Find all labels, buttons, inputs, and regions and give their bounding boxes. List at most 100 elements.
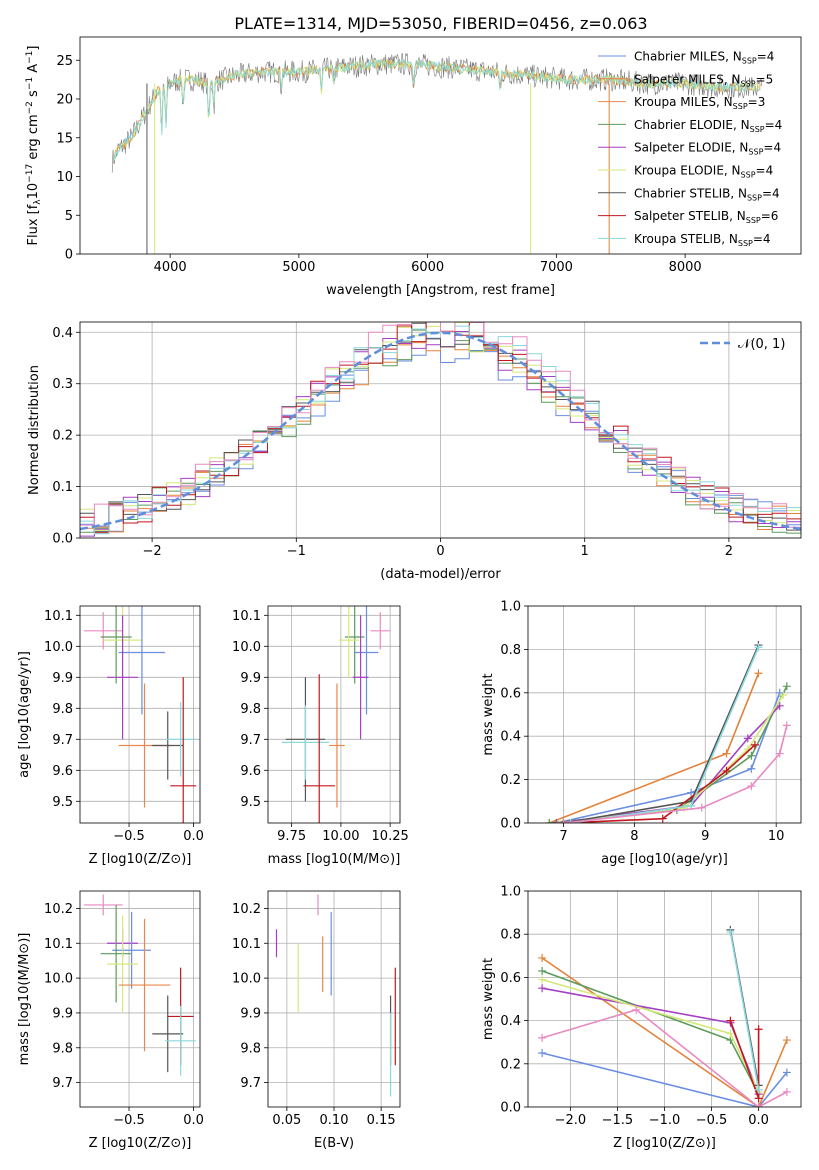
y-tick-label: 0.0: [52, 532, 73, 547]
weight-marker: [566, 819, 575, 823]
weight-marker: [743, 734, 752, 743]
plot-area: [111, 52, 763, 254]
x-axis-label: mass [log10(M/M⊙)]: [268, 852, 401, 867]
y-tick-label: 0.1: [52, 480, 73, 495]
y-axis-label: mass [log10(M/M⊙)]: [17, 933, 32, 1066]
x-tick-label: −2.0: [555, 1113, 587, 1128]
weight-line: [556, 692, 781, 823]
legend-label: Kroupa ELODIE, NSSP=4: [634, 164, 773, 180]
x-tick-label: 1: [581, 544, 589, 559]
y-tick-label: 10.0: [232, 640, 261, 655]
x-axis-label: Z [log10(Z/Z⊙)]: [89, 1136, 192, 1151]
y-tick-label: 10.1: [44, 609, 73, 624]
x-tick-label: −1.0: [649, 1113, 681, 1128]
weight-marker: [538, 953, 547, 962]
y-tick-label: 0.8: [500, 928, 521, 943]
axes-frame: [267, 605, 401, 824]
weight-marker: [555, 819, 564, 823]
weight-marker: [687, 788, 696, 797]
legend-label: Kroupa MILES, NSSP=3: [634, 95, 765, 111]
x-tick-label: −0.5: [113, 829, 145, 844]
x-tick-label: 10.00: [322, 829, 359, 844]
y-tick-label: 10.0: [44, 640, 73, 655]
weight-marker: [538, 966, 547, 975]
y-tick-label: 0.4: [500, 1014, 521, 1029]
axes-age-vs-Z: −0.5 0.0 9.5 9.6 9.7 9.8 9.9 10.0 10.1 Z [log10(Z…: [17, 605, 204, 867]
spectrum-model-line: [113, 58, 761, 162]
x-tick-label: 0: [436, 544, 444, 559]
axes-frame: [267, 890, 401, 1108]
y-tick-label: 0.2: [500, 773, 521, 788]
legend-label: Salpeter STELIB, NSSP=6: [634, 209, 778, 225]
weight-marker: [747, 782, 756, 791]
axes-frame: [79, 36, 802, 255]
x-tick-label: −1: [287, 544, 306, 559]
y-tick-label: 10: [56, 170, 73, 185]
y-tick-label: 5: [65, 209, 73, 224]
y-tick-label: 9.6: [240, 764, 261, 779]
weight-line: [541, 978, 760, 1093]
weight-marker: [750, 740, 759, 749]
y-tick-label: 0.2: [52, 429, 73, 444]
weight-marker: [754, 669, 763, 678]
axes-frame: [79, 321, 802, 539]
weight-line: [541, 1008, 788, 1107]
y-tick-label: 1.0: [500, 885, 521, 900]
legend-label: Salpeter MILES, NSSP=5: [634, 72, 773, 88]
y-tick-label: 10.2: [44, 902, 73, 917]
weight-marker: [538, 975, 547, 984]
x-tick-label: 0.0: [183, 1113, 204, 1128]
x-tick-label: 7: [559, 829, 567, 844]
weight-line: [556, 705, 781, 823]
y-tick-label: 9.5: [240, 795, 261, 810]
weight-marker: [697, 803, 706, 812]
axes-frame: [527, 890, 802, 1108]
weight-line: [563, 744, 756, 823]
weight-line: [541, 1052, 788, 1107]
weight-marker: [726, 1029, 735, 1038]
y-tick-label: 0.6: [500, 971, 521, 986]
x-tick-label: 6000: [411, 260, 444, 275]
weight-marker: [722, 766, 731, 775]
weight-marker: [538, 984, 547, 993]
x-tick-label: 4000: [154, 260, 187, 275]
y-tick-label: 9.8: [240, 1041, 261, 1056]
y-tick-label: 10.0: [232, 972, 261, 987]
y-tick-label: 0.8: [500, 643, 521, 658]
weight-marker: [754, 1103, 763, 1107]
x-tick-label: 0.10: [320, 1113, 349, 1128]
weight-marker: [782, 1087, 791, 1096]
y-tick-label: 0.4: [52, 326, 73, 341]
x-tick-label: 10: [768, 829, 785, 844]
y-tick-label: 0.0: [500, 817, 521, 832]
x-axis-label: Z [log10(Z/Z⊙)]: [613, 1136, 716, 1151]
x-tick-label: 8: [630, 829, 638, 844]
weight-line: [570, 646, 760, 823]
weight-marker: [559, 819, 568, 823]
weight-marker: [538, 1049, 547, 1057]
plot-area: [528, 606, 801, 823]
y-tick-label: 9.9: [52, 671, 73, 686]
y-tick-label: 10.1: [232, 609, 261, 624]
x-tick-label: 0.15: [367, 1113, 396, 1128]
weight-marker: [747, 751, 756, 760]
weight-marker: [782, 682, 791, 691]
weight-marker: [754, 1025, 763, 1034]
y-tick-label: 10.1: [232, 937, 261, 952]
axes-weight-vs-age: 7 8 9 10 0.0 0.2 0.4 0.6 0.8 1.0 age [log10(age/yr…: [481, 600, 802, 867]
y-tick-label: 9.9: [240, 671, 261, 686]
weight-marker: [658, 814, 667, 823]
axes-residuals: −2 −1 0 1 2 0.0 0.1 0.2 0.3 0.4 𝒩(0, 1) (data-model…: [27, 321, 802, 582]
legend-label: Chabrier STELIB, NSSP=4: [634, 186, 780, 202]
y-tick-label: 9.7: [240, 1076, 261, 1091]
y-tick-label: 9.7: [52, 733, 73, 748]
weight-marker: [538, 1033, 547, 1042]
y-axis-label: mass weight: [481, 958, 496, 1040]
x-tick-label: 9.75: [277, 829, 306, 844]
weight-marker: [545, 819, 554, 823]
legend-label: Kroupa STELIB, NSSP=4: [634, 232, 771, 248]
weight-marker: [747, 764, 756, 773]
x-tick-label: 0.0: [748, 1113, 769, 1128]
plot-area: [268, 606, 400, 823]
